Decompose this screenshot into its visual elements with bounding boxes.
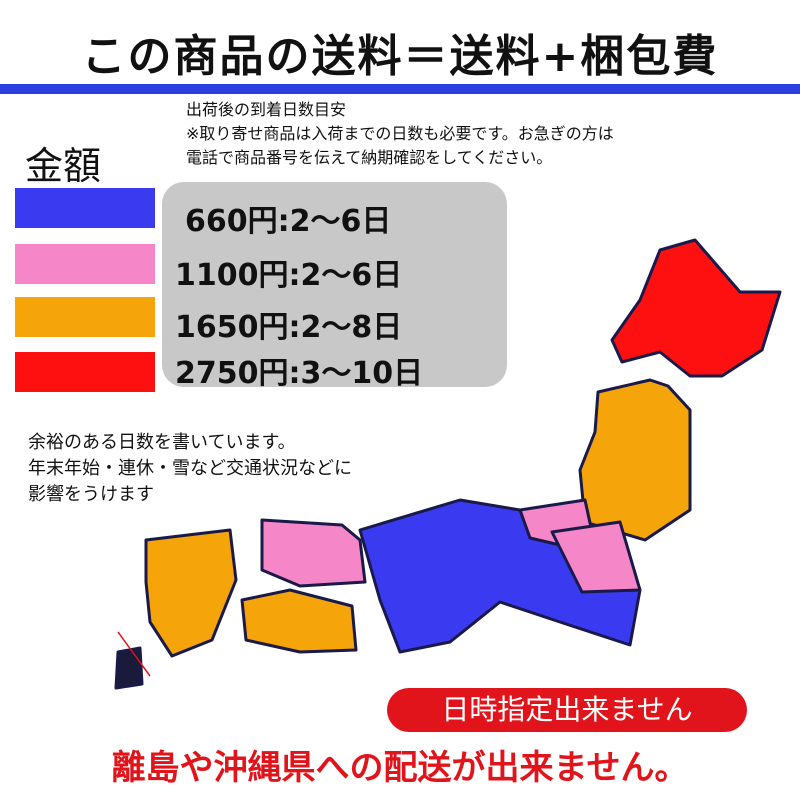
region-north-kanto (550, 520, 642, 594)
delivery-note: 出荷後の到着日数目安 ※取り寄せ商品は入荷までの日数も必要です。お急ぎの方は 電… (186, 98, 614, 170)
remark: 余裕のある日数を書いています。 年末年始・連休・雪など交通状況などに 影響をうけ… (28, 430, 352, 508)
swatch-orange (15, 297, 155, 337)
region-tohoku (578, 378, 692, 542)
note-line: ※取り寄せ商品は入荷までの日数も必要です。お急ぎの方は (186, 124, 614, 143)
price-tier: 2750円:3〜10日 (175, 356, 424, 391)
region-hokkaido (610, 238, 782, 378)
legend-label: 金額 (25, 144, 102, 188)
region-shikoku (240, 588, 358, 654)
okinawa-marker (117, 631, 151, 677)
price-tier: 1650円:2〜8日 (175, 310, 403, 345)
page-title: この商品の送料＝送料+梱包費 (81, 31, 719, 82)
region-chugoku (260, 518, 367, 588)
price-tier: 1100円:2〜6日 (175, 258, 403, 293)
region-kyushu (144, 528, 238, 658)
remark-line: 余裕のある日数を書いています。 (28, 432, 296, 453)
swatch-red (15, 352, 155, 392)
note-line: 電話で商品番号を伝えて納期確認をしてください。 (186, 148, 553, 167)
note-line: 出荷後の到着日数目安 (186, 100, 347, 119)
swatch-pink (15, 244, 155, 284)
remark-line: 年末年始・連休・雪など交通状況などに (28, 458, 352, 479)
divider (0, 84, 800, 94)
price-tier: 660円:2〜6日 (185, 204, 392, 239)
swatch-blue (15, 188, 155, 228)
bottom-notice: 離島や沖縄県への配送が出来ません。 (111, 748, 689, 788)
no-date-badge: 日時指定出来ません (387, 688, 747, 732)
price-box (162, 182, 507, 387)
region-okinawa (114, 646, 144, 690)
remark-line: 影響をうけます (28, 484, 154, 505)
